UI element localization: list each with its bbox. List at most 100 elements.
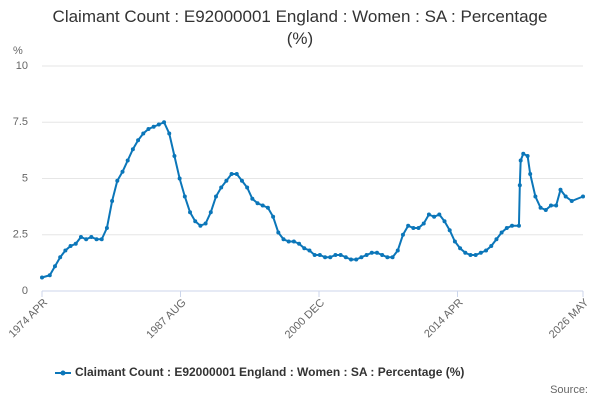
y-tick-label: 10 bbox=[16, 60, 28, 72]
data-point bbox=[162, 120, 167, 125]
data-point bbox=[276, 230, 281, 235]
data-point bbox=[499, 230, 504, 235]
data-point bbox=[151, 124, 156, 129]
data-point bbox=[406, 223, 411, 228]
data-point bbox=[219, 185, 224, 190]
data-point bbox=[548, 203, 553, 208]
y-tick-label: 0 bbox=[22, 285, 28, 297]
data-point bbox=[193, 219, 198, 224]
data-point bbox=[525, 154, 530, 158]
data-point bbox=[234, 172, 239, 176]
data-point bbox=[468, 253, 473, 257]
data-point bbox=[333, 253, 338, 257]
x-tick-label: 1974 APR bbox=[7, 297, 51, 341]
data-point bbox=[484, 248, 489, 253]
data-point bbox=[432, 214, 437, 219]
data-point bbox=[517, 183, 522, 188]
data-point bbox=[198, 223, 203, 228]
data-point bbox=[84, 237, 89, 242]
data-point bbox=[385, 255, 390, 260]
data-point bbox=[291, 239, 296, 244]
legend-marker bbox=[60, 370, 66, 376]
data-point bbox=[359, 255, 364, 260]
data-point bbox=[581, 194, 585, 199]
data-point bbox=[374, 250, 379, 255]
data-point bbox=[516, 223, 521, 228]
data-point bbox=[349, 257, 354, 262]
y-tick-label: 2.5 bbox=[13, 229, 28, 241]
data-point bbox=[554, 203, 559, 208]
data-point bbox=[312, 253, 317, 257]
data-point bbox=[156, 122, 161, 127]
data-point bbox=[426, 212, 431, 217]
data-point bbox=[224, 178, 229, 183]
data-point bbox=[317, 253, 322, 257]
data-point bbox=[323, 255, 328, 260]
chart-title: Claimant Count : E92000001 England : Wom… bbox=[52, 7, 548, 48]
data-point bbox=[286, 239, 291, 244]
data-point bbox=[239, 178, 244, 183]
data-point bbox=[73, 241, 78, 246]
data-point bbox=[307, 248, 312, 253]
data-point bbox=[416, 226, 421, 230]
data-point bbox=[110, 199, 115, 203]
data-point bbox=[229, 172, 234, 176]
data-point bbox=[400, 232, 405, 237]
x-tick-label: 2014 APR bbox=[422, 297, 466, 341]
data-point bbox=[518, 158, 523, 163]
data-point bbox=[255, 201, 260, 206]
data-point bbox=[563, 194, 568, 199]
data-point bbox=[99, 237, 104, 242]
data-point bbox=[302, 246, 307, 251]
y-tick-label: 5 bbox=[22, 172, 28, 184]
data-point bbox=[354, 257, 359, 262]
data-point bbox=[58, 255, 63, 260]
y-axis-label: % bbox=[13, 45, 23, 57]
data-point bbox=[452, 239, 457, 244]
data-point bbox=[297, 241, 302, 246]
data-point bbox=[120, 169, 125, 174]
data-point bbox=[504, 226, 509, 230]
data-point bbox=[104, 226, 109, 230]
data-point bbox=[146, 127, 151, 131]
data-point bbox=[172, 154, 177, 158]
data-point bbox=[533, 194, 538, 199]
data-point bbox=[52, 264, 57, 269]
data-point bbox=[521, 151, 526, 156]
data-point bbox=[510, 223, 515, 228]
x-tick-label: 2026 MAY bbox=[547, 296, 592, 341]
data-point bbox=[208, 210, 213, 215]
data-point bbox=[380, 253, 385, 257]
data-point bbox=[94, 237, 99, 242]
data-point bbox=[89, 235, 94, 239]
data-point bbox=[463, 250, 468, 255]
data-point bbox=[188, 210, 193, 215]
legend-label: Claimant Count : E92000001 England : Wom… bbox=[75, 365, 464, 379]
data-point bbox=[250, 196, 255, 201]
y-tick-label: 7.5 bbox=[13, 116, 28, 128]
data-point bbox=[182, 194, 187, 199]
series-line bbox=[41, 120, 584, 279]
data-point bbox=[115, 178, 120, 183]
source: Source: bbox=[550, 384, 588, 396]
data-point bbox=[543, 208, 548, 212]
data-point bbox=[494, 237, 499, 242]
data-point bbox=[213, 194, 218, 199]
data-point bbox=[47, 273, 52, 278]
data-point bbox=[328, 255, 333, 260]
data-point bbox=[489, 244, 494, 248]
data-point bbox=[478, 250, 483, 255]
data-point bbox=[447, 228, 452, 233]
data-point bbox=[558, 187, 563, 192]
data-point bbox=[177, 176, 182, 181]
data-point bbox=[390, 255, 395, 260]
data-point bbox=[167, 131, 172, 136]
data-point bbox=[395, 248, 400, 253]
x-tick-label: 1987 AUG bbox=[144, 297, 188, 341]
data-point bbox=[411, 226, 416, 230]
data-point bbox=[40, 275, 44, 280]
data-point bbox=[538, 205, 543, 210]
data-point bbox=[141, 131, 146, 136]
data-point bbox=[203, 221, 208, 226]
